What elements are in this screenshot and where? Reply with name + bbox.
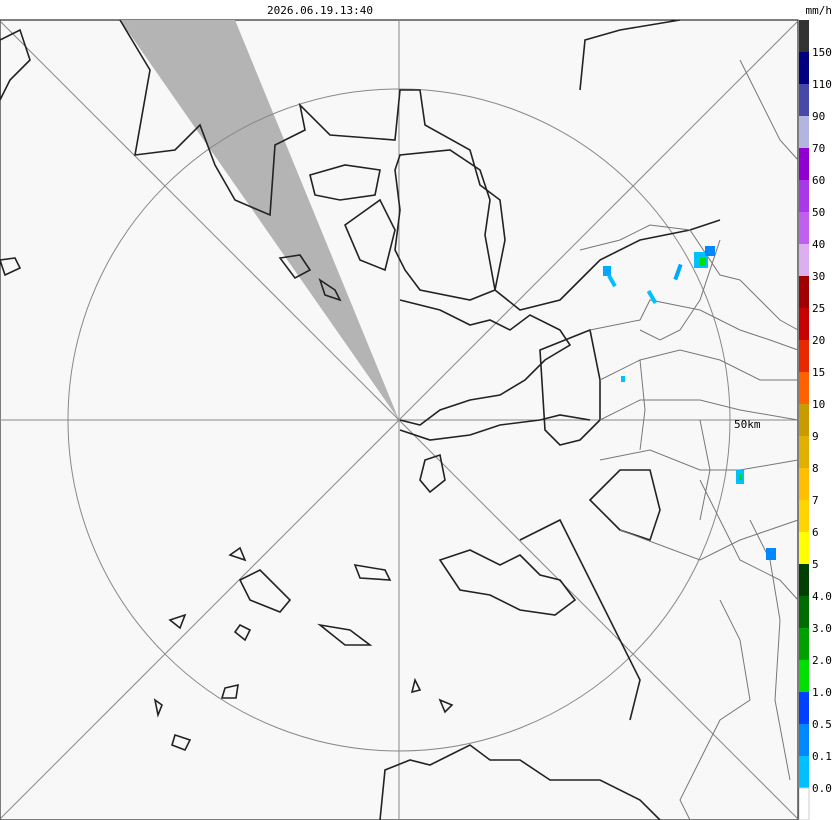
legend-label: 110 — [812, 78, 832, 91]
echo — [621, 376, 625, 382]
legend-swatch — [799, 340, 809, 372]
blocked-sector — [120, 20, 399, 420]
legend-label: 6 — [812, 526, 819, 539]
legend-swatch — [799, 564, 809, 596]
map: 50km — [0, 19, 799, 820]
legend-swatch — [799, 468, 809, 500]
legend-swatch — [799, 692, 809, 724]
legend-label: 90 — [812, 110, 825, 123]
legend-swatch — [799, 372, 809, 404]
rain-echoes — [603, 246, 776, 560]
legend-label: 9 — [812, 430, 819, 443]
legend-swatch — [799, 532, 809, 564]
legend-swatch — [799, 724, 809, 756]
legend-swatch — [799, 404, 809, 436]
legend-label: 15 — [812, 366, 825, 379]
legend-swatch — [799, 244, 809, 276]
range-label: 50km — [734, 418, 761, 431]
legend-label: 4.0 — [812, 590, 832, 603]
coastline — [399, 414, 591, 441]
echo — [739, 474, 742, 480]
legend-label: 10 — [812, 398, 825, 411]
legend-swatch — [799, 660, 809, 692]
echo — [766, 548, 776, 560]
legend-label: 2.0 — [812, 654, 832, 667]
coastline — [309, 164, 381, 201]
legend-label: 60 — [812, 174, 825, 187]
legend-swatch — [799, 20, 809, 52]
legend-label: 0.5 — [812, 718, 832, 731]
echo — [700, 258, 706, 266]
legend-swatch — [799, 756, 809, 788]
admin-border — [579, 59, 799, 820]
legend-label: 70 — [812, 142, 825, 155]
coastline — [379, 744, 661, 820]
legend-swatch — [799, 84, 809, 116]
legend-swatch — [798, 787, 810, 820]
echo — [646, 289, 658, 305]
legend-label: 3.0 — [812, 622, 832, 635]
coastline — [438, 549, 577, 616]
coastline — [579, 19, 681, 91]
legend-label: 7 — [812, 494, 819, 507]
legend-label: 5 — [812, 558, 819, 571]
legend-label: 1.0 — [812, 686, 832, 699]
legend-swatch — [799, 436, 809, 468]
timestamp: 2026.06.19.13:40 — [267, 4, 373, 17]
legend-swatch — [799, 52, 809, 84]
legend-label: 0.0 — [812, 782, 832, 795]
legend-swatch — [799, 500, 809, 532]
coastline — [119, 19, 721, 311]
legend-label: 40 — [812, 238, 825, 251]
crosshair — [0, 20, 799, 820]
legend-label: 30 — [812, 270, 825, 283]
legend-swatch — [799, 116, 809, 148]
legend-label: 0.1 — [812, 750, 832, 763]
legend-swatch — [799, 148, 809, 180]
legend-label: 150 — [812, 46, 832, 59]
legend-label: 8 — [812, 462, 819, 475]
color-legend: 150 110 90 70 60 50 40 30 25 20 15 10 9 8 7 6 5 4.0 3.0 2.0… — [798, 20, 832, 820]
legend-label: 25 — [812, 302, 825, 315]
echo — [705, 246, 715, 256]
coastline — [419, 453, 446, 494]
legend-swatch — [799, 628, 809, 660]
legend-swatch — [799, 596, 809, 628]
echo — [603, 266, 611, 276]
legend-label: 50 — [812, 206, 825, 219]
coastline — [399, 299, 572, 426]
unit-label: mm/h — [806, 4, 833, 17]
coastline — [394, 149, 496, 301]
echo — [607, 274, 617, 288]
coastline — [0, 28, 454, 752]
coastline — [539, 328, 601, 446]
coastline — [519, 518, 641, 721]
legend-swatch — [799, 276, 809, 308]
legend-swatch — [799, 212, 809, 244]
echo — [673, 263, 683, 281]
legend-label: 20 — [812, 334, 825, 347]
legend-swatch — [799, 180, 809, 212]
coastline — [344, 198, 396, 272]
legend-swatch — [799, 308, 809, 340]
